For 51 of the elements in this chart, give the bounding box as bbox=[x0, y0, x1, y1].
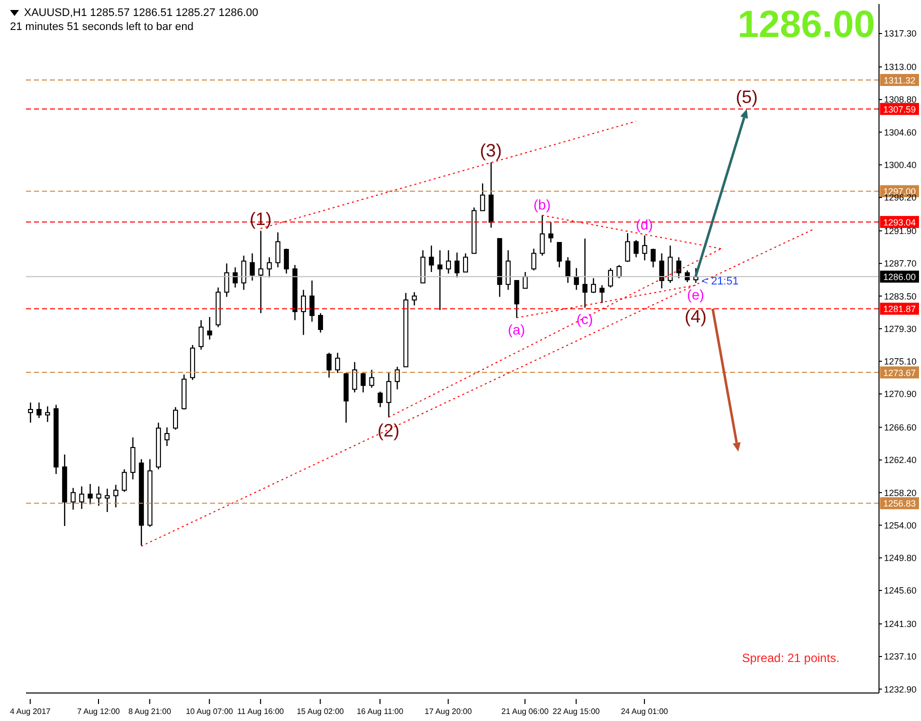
y-tick-label: 1275.10 bbox=[884, 356, 917, 367]
y-tick-label: 1241.30 bbox=[884, 619, 917, 630]
y-tick-label: 1283.50 bbox=[884, 291, 917, 302]
annotation: < 21:51 bbox=[702, 276, 739, 288]
chart-title: XAUUSD,H1 1285.57 1286.51 1285.27 1286.00 bbox=[24, 6, 258, 20]
y-tick-label: 1237.10 bbox=[884, 652, 917, 662]
ref-line-label: 1273.67 bbox=[883, 368, 916, 378]
y-tick-label: 1313.00 bbox=[884, 62, 917, 72]
ref-line-label: 1311.32 bbox=[884, 75, 916, 86]
y-tick-label: 1291.90 bbox=[884, 226, 917, 236]
x-tick-label: 10 Aug 07:00 bbox=[186, 707, 234, 716]
x-tick-label: 7 Aug 12:00 bbox=[77, 707, 120, 716]
x-tick-label: 16 Aug 11:00 bbox=[356, 707, 404, 716]
ref-line-label: 1256.83 bbox=[883, 498, 916, 509]
annotation: (5) bbox=[736, 86, 758, 107]
y-tick-label: 1245.60 bbox=[884, 586, 917, 596]
x-tick-label: 17 Aug 20:00 bbox=[424, 707, 472, 716]
annotation: (b) bbox=[534, 196, 551, 212]
y-tick-label: 1304.60 bbox=[884, 127, 917, 138]
ref-line-label: 1307.59 bbox=[883, 104, 916, 114]
x-tick-label: 8 Aug 21:00 bbox=[128, 707, 172, 716]
x-tick-label: 22 Aug 15:00 bbox=[552, 707, 600, 716]
annotation: (2) bbox=[378, 420, 400, 441]
y-tick-label: 1254.00 bbox=[884, 520, 917, 530]
ref-line-label: 1281.87 bbox=[883, 304, 916, 314]
x-tick-label: 15 Aug 02:00 bbox=[296, 707, 344, 716]
x-tick-label: 21 Aug 06:00 bbox=[501, 707, 550, 716]
y-tick-label: 1279.30 bbox=[884, 324, 917, 334]
x-tick-label: 11 Aug 16:00 bbox=[237, 707, 284, 716]
annotation: Spread: 21 points. bbox=[742, 651, 840, 665]
annotation: (a) bbox=[508, 321, 526, 338]
text: 21 minutes 51 seconds left to bar end bbox=[10, 20, 194, 34]
y-tick-label: 1266.60 bbox=[884, 422, 917, 433]
y-tick-label: 1232.90 bbox=[884, 684, 917, 694]
y-tick-label: 1300.40 bbox=[884, 160, 917, 170]
y-tick-label: 1308.80 bbox=[884, 94, 917, 105]
annotation: 1286.00 bbox=[738, 4, 875, 47]
y-tick-label: 1262.40 bbox=[884, 455, 917, 466]
y-tick-label: 1270.90 bbox=[884, 389, 917, 400]
annotation: (e) bbox=[687, 286, 704, 302]
annotation: (3) bbox=[480, 140, 502, 160]
annotation: (4) bbox=[684, 306, 707, 326]
x-tick-label: 4 Aug 2017 bbox=[10, 707, 52, 716]
annotation: (c) bbox=[576, 311, 593, 328]
x-tick-label: 24 Aug 01:00 bbox=[620, 707, 669, 716]
ref-line-label: 1286.00 bbox=[883, 272, 916, 282]
y-tick-label: 1287.70 bbox=[884, 258, 917, 269]
y-tick-label: 1317.30 bbox=[884, 28, 917, 39]
y-tick-label: 1249.80 bbox=[884, 553, 917, 564]
ref-line-label: 1293.04 bbox=[883, 217, 916, 228]
y-tick-label: 1258.20 bbox=[884, 488, 917, 498]
